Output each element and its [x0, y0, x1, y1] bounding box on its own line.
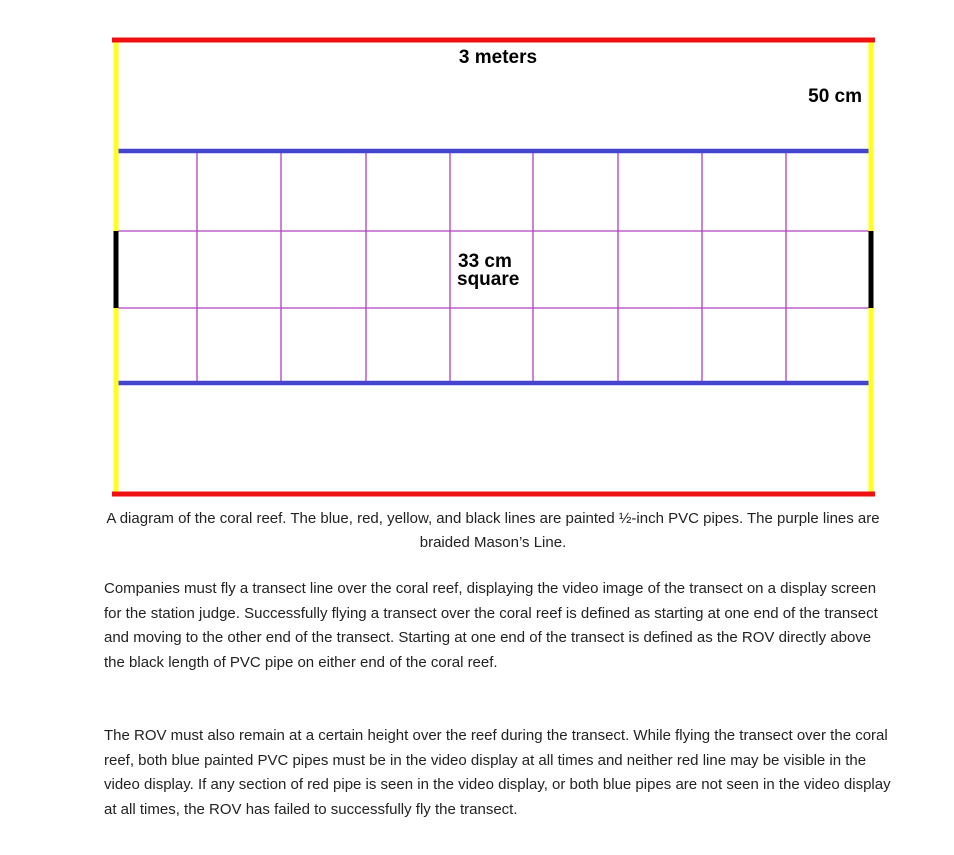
band-label: 50 cm	[808, 86, 862, 107]
coral-reef-diagram: 3 meters 50 cm 33 cm square	[112, 37, 875, 497]
mason-line-grid	[116, 151, 872, 383]
width-label: 3 meters	[459, 47, 537, 68]
square-label-line2: square	[457, 269, 519, 290]
diagram-caption: A diagram of the coral reef. The blue, r…	[106, 510, 880, 551]
square-label-line1: 33 cm	[458, 251, 512, 272]
body-paragraph-2: The ROV must also remain at a certain he…	[104, 727, 891, 818]
body-paragraph-1: Companies must fly a transect line over …	[104, 580, 878, 671]
